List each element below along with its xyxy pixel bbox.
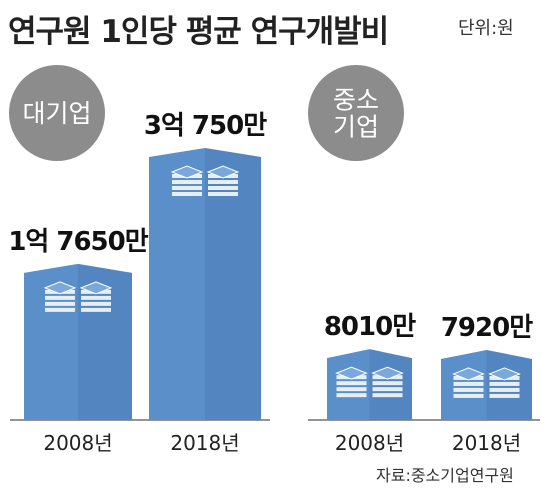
chart-group: 중소기업 8010만 2008년 7920만 2018년: [308, 65, 540, 455]
category-label: 2008년: [43, 431, 112, 455]
stack-layer: [453, 393, 484, 398]
stack-top: [43, 281, 77, 295]
stack-layer: [172, 180, 202, 184]
stack-top: [452, 367, 485, 381]
stack-layer: [208, 192, 238, 196]
money-stack-icon: [43, 281, 77, 312]
money-stack-icon: [335, 366, 368, 398]
stack-layer: [489, 387, 520, 392]
money-stack-icon: [452, 367, 485, 398]
group-label: 중소: [333, 86, 379, 115]
stack-layer: [208, 186, 238, 190]
bar-shade: [205, 148, 261, 420]
stack-layer: [372, 393, 403, 398]
stack-top: [335, 366, 368, 380]
source-label: 자료:중소기업연구원: [376, 466, 514, 485]
category-label: 2018년: [452, 431, 521, 455]
value-label: 3억 750만: [144, 111, 267, 141]
stack-layer: [81, 295, 111, 300]
stack-layer: [172, 192, 202, 196]
chart-title: 연구원 1인당 평균 연구개발비: [8, 14, 389, 50]
stack-top: [170, 165, 204, 179]
stack-top: [206, 165, 240, 179]
stack-layer: [489, 393, 520, 398]
group-label: 대기업: [22, 99, 91, 128]
group-badge: [9, 65, 105, 161]
value-label: 1억 7650만: [8, 227, 148, 257]
money-stack-icon: [79, 281, 113, 312]
unit-label: 단위:원: [458, 18, 514, 39]
stack-layer: [208, 180, 238, 184]
bar: [149, 148, 261, 420]
stack-layer: [489, 381, 520, 386]
group-label: 기업: [333, 113, 379, 142]
value-label: 8010만: [324, 312, 416, 342]
money-stack-icon: [488, 367, 521, 398]
stack-layer: [81, 301, 111, 306]
stack-layer: [372, 387, 403, 392]
category-label: 2008년: [335, 431, 404, 455]
stack-top: [488, 367, 521, 381]
stack-layer: [45, 301, 75, 306]
value-label: 7920만: [441, 313, 533, 343]
stack-layer: [172, 186, 202, 190]
stack-top: [371, 366, 404, 380]
category-label: 2018년: [170, 431, 239, 455]
chart-group: 대기업 1억 7650만 2008년 3억 750만 2018년: [8, 65, 270, 455]
stack-layer: [336, 381, 367, 386]
stack-layer: [45, 307, 75, 312]
money-stack-icon: [170, 165, 204, 196]
stack-layer: [453, 387, 484, 392]
money-stack-icon: [371, 366, 404, 398]
bar: [327, 349, 412, 420]
bar: [441, 349, 532, 420]
money-stack-icon: [206, 165, 240, 196]
group-badge: [308, 65, 404, 161]
stack-top: [79, 281, 113, 295]
stack-layer: [45, 295, 75, 300]
stack-layer: [336, 387, 367, 392]
stack-layer: [453, 381, 484, 386]
stack-layer: [372, 381, 403, 386]
stack-layer: [336, 393, 367, 398]
stack-layer: [81, 307, 111, 312]
